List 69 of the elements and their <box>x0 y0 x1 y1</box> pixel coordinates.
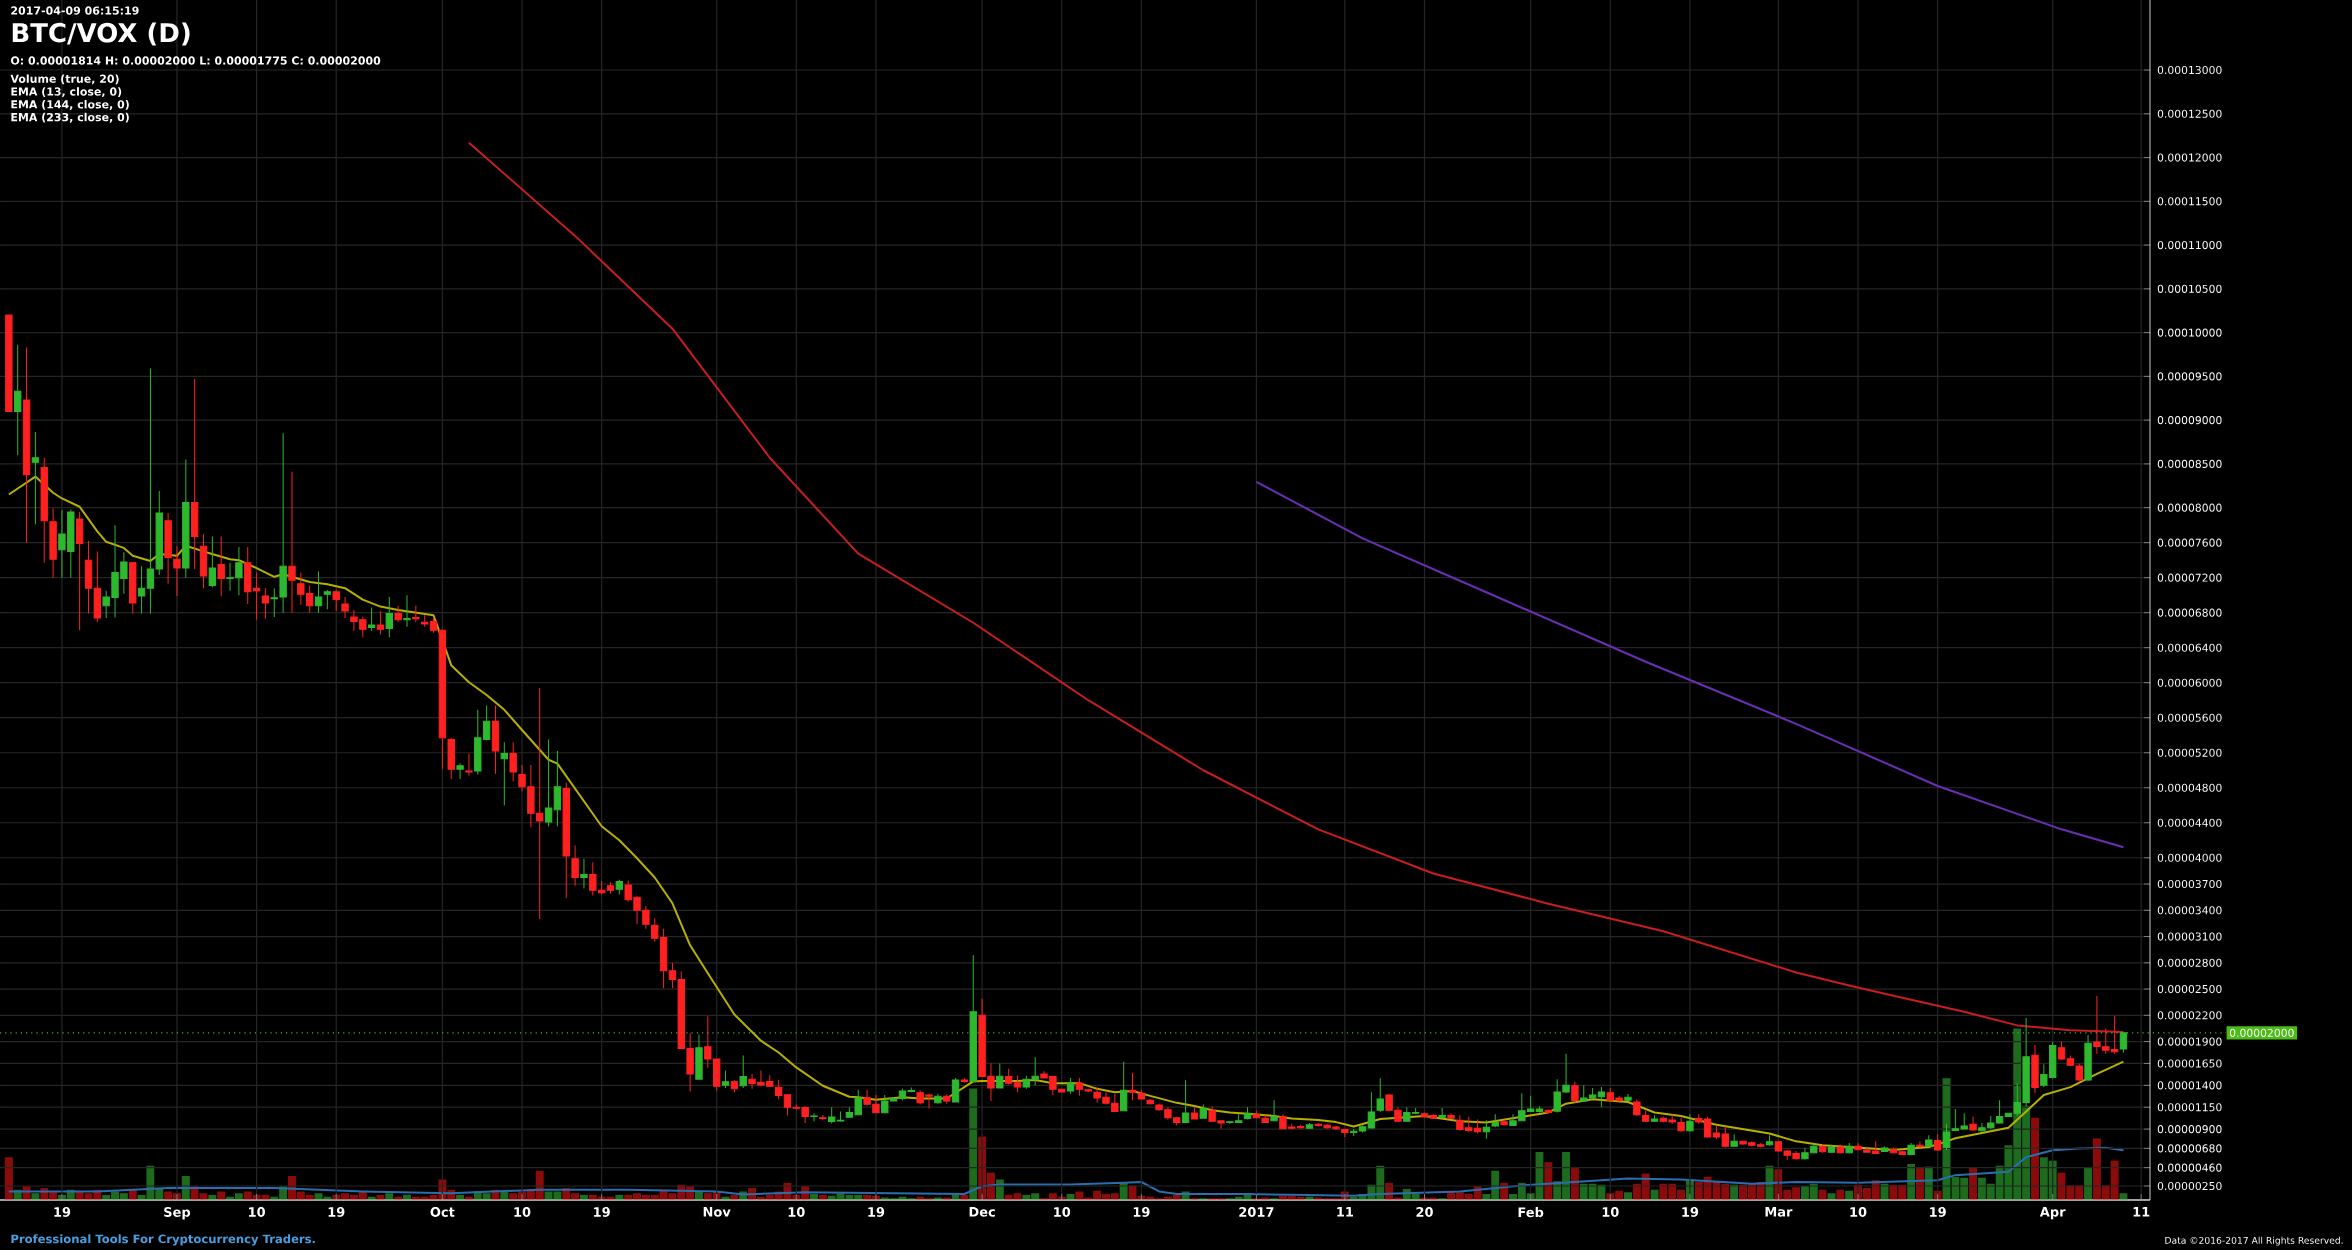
y-tick-label: 0.00001650 <box>2157 1059 2222 1068</box>
x-tick-label: 10 <box>1850 1207 1867 1217</box>
x-tick-label: 20 <box>1416 1207 1433 1217</box>
y-tick-label: 0.00001900 <box>2157 1037 2222 1046</box>
y-tick-label: 0.00003700 <box>2157 879 2222 889</box>
x-tick-label: 11 <box>1337 1207 1354 1217</box>
x-tick-label: 10 <box>1054 1207 1071 1217</box>
y-tick-label: 0.00012500 <box>2157 109 2222 118</box>
y-tick-label: 0.00001400 <box>2157 1081 2222 1090</box>
y-tick-label: 0.00010000 <box>2157 328 2222 337</box>
y-tick-label: 0.00004800 <box>2157 783 2222 792</box>
x-tick-label: 19 <box>1930 1207 1946 1217</box>
x-tick-label: Mar <box>1765 1207 1793 1217</box>
x-tick-label: Nov <box>703 1207 731 1217</box>
y-tick-label: 0.00000900 <box>2157 1125 2222 1134</box>
x-tick-label: Feb <box>1518 1207 1544 1218</box>
y-tick-label: 0.00011000 <box>2157 241 2222 250</box>
text: Data ©2016-2017 All Rights Reserved. <box>2165 1236 2343 1246</box>
y-tick-label: 0.00005200 <box>2157 748 2222 757</box>
ref-line-label: 0.00002000 <box>2229 1028 2294 1037</box>
x-tick-label: 11 <box>2133 1207 2150 1217</box>
x-tick-label: 10 <box>514 1207 531 1217</box>
y-tick-label: 0.00000460 <box>2157 1163 2222 1172</box>
x-tick-label: 10 <box>788 1207 805 1217</box>
annotation: Volume (true, 20) <box>10 74 119 85</box>
y-tick-label: 0.00012000 <box>2157 153 2222 162</box>
y-tick-label: 0.00000680 <box>2157 1144 2222 1153</box>
x-tick-label: Dec <box>969 1207 995 1217</box>
x-tick-label: 2017 <box>1239 1207 1274 1217</box>
text: O: 0.00001814 H: 0.00002000 L: 0.00001775 C: 0.00002000 <box>10 56 381 65</box>
y-tick-label: 0.00002800 <box>2157 958 2222 967</box>
y-tick-label: 0.00009500 <box>2157 372 2222 381</box>
x-tick-label: Sep <box>164 1207 191 1220</box>
text: Professional Tools For Cryptocurrency Traders. <box>11 1234 315 1246</box>
y-tick-label: 0.00000250 <box>2157 1181 2222 1191</box>
y-tick-label: 0.00004400 <box>2157 818 2222 827</box>
y-tick-label: 0.00006000 <box>2157 678 2222 687</box>
x-tick-label: Oct <box>430 1207 455 1217</box>
y-tick-label: 0.00001150 <box>2157 1103 2222 1112</box>
y-tick-label: 0.00011500 <box>2157 197 2222 206</box>
y-tick-label: 0.00010500 <box>2157 284 2222 293</box>
y-tick-label: 0.00007600 <box>2157 538 2222 547</box>
y-tick-label: 0.00007200 <box>2157 573 2222 582</box>
x-tick-label: 19 <box>594 1207 610 1217</box>
x-tick-label: 19 <box>1133 1207 1150 1217</box>
annotation: EMA (233, close, 0) <box>11 112 129 123</box>
x-tick-label: 10 <box>1602 1207 1619 1217</box>
y-tick-label: 0.00006400 <box>2157 643 2222 652</box>
x-tick-label: 19 <box>328 1207 345 1217</box>
text: BTC/VOX (D) <box>12 22 190 46</box>
x-tick-label: 19 <box>1682 1207 1699 1217</box>
x-tick-label: 19 <box>868 1207 885 1217</box>
y-tick-label: 0.00002500 <box>2157 984 2222 994</box>
y-tick-label: 0.00006800 <box>2157 608 2222 617</box>
annotation: 2017-04-09 06:15:19 <box>11 6 139 15</box>
y-tick-label: 0.00002200 <box>2157 1011 2222 1020</box>
x-tick-label: 10 <box>249 1207 265 1217</box>
annotation: EMA (13, close, 0) <box>11 87 122 98</box>
annotation: EMA (144, close, 0) <box>11 99 129 110</box>
y-tick-label: 0.00008000 <box>2157 503 2222 512</box>
y-tick-label: 0.00003400 <box>2157 906 2222 915</box>
x-tick-label: 19 <box>54 1207 71 1217</box>
y-tick-label: 0.00004000 <box>2157 853 2222 862</box>
y-tick-label: 0.00008500 <box>2157 459 2222 468</box>
y-tick-label: 0.00005600 <box>2157 713 2222 722</box>
x-tick-label: Apr <box>2039 1207 2066 1220</box>
y-tick-label: 0.00013000 <box>2157 65 2222 75</box>
y-tick-label: 0.00003100 <box>2157 932 2222 941</box>
y-tick-label: 0.00009000 <box>2157 416 2222 425</box>
